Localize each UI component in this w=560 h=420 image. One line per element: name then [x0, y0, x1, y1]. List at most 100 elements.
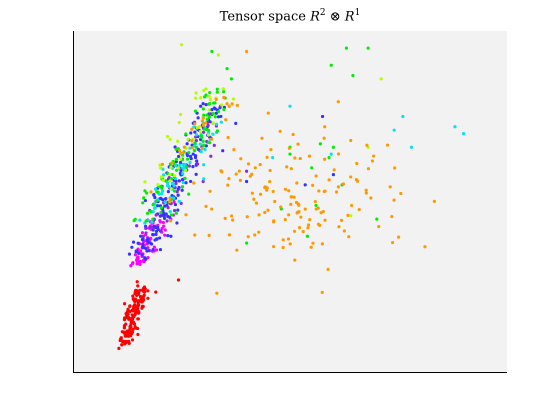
scatter-point	[165, 134, 170, 139]
scatter-point	[184, 132, 188, 136]
scatter-point	[204, 103, 208, 107]
scatter-point	[313, 200, 317, 204]
scatter-point	[309, 245, 313, 249]
scatter-point	[215, 87, 219, 91]
scatter-point	[152, 224, 156, 228]
scatter-point	[364, 191, 368, 195]
scatter-point	[130, 338, 135, 342]
scatter-point	[200, 146, 204, 151]
scatter-point	[245, 49, 249, 54]
scatter-point	[285, 165, 289, 169]
scatter-point	[210, 137, 214, 141]
scatter-point	[281, 238, 285, 242]
scatter-point	[143, 189, 147, 193]
scatter-point	[211, 132, 215, 136]
scatter-point	[162, 211, 166, 216]
scatter-point	[231, 97, 235, 101]
scatter-point	[154, 229, 159, 234]
scatter-point	[139, 295, 143, 299]
scatter-point	[327, 178, 331, 182]
scatter-point	[344, 46, 349, 50]
scatter-point	[364, 188, 368, 192]
scatter-point	[202, 163, 206, 167]
scatter-point	[298, 156, 302, 161]
scatter-point	[169, 165, 173, 169]
scatter-point	[208, 90, 212, 95]
scatter-point	[193, 122, 197, 126]
scatter-point	[142, 196, 146, 200]
scatter-point	[141, 201, 145, 205]
scatter-point	[162, 173, 166, 177]
scatter-point	[253, 166, 257, 170]
scatter-point	[141, 242, 145, 246]
scatter-point	[143, 287, 147, 291]
scatter-point	[135, 280, 139, 284]
scatter-point	[128, 325, 132, 329]
scatter-point	[130, 245, 134, 249]
scatter-point	[266, 208, 270, 212]
scatter-point	[347, 235, 351, 239]
scatter-point	[166, 181, 170, 185]
scatter-point	[453, 125, 457, 129]
scatter-point	[154, 248, 159, 252]
scatter-point	[156, 183, 160, 187]
scatter-point	[329, 63, 333, 67]
scatter-point	[250, 191, 254, 195]
scatter-point	[283, 187, 288, 191]
scatter-point	[215, 291, 219, 295]
scatter-point	[161, 220, 165, 225]
scatter-point	[213, 115, 217, 119]
scatter-point	[303, 207, 307, 211]
scatter-point	[245, 179, 249, 184]
scatter-point	[204, 204, 208, 208]
scatter-point	[388, 185, 392, 189]
scatter-point	[124, 322, 128, 326]
scatter-point	[176, 154, 181, 159]
scatter-point	[186, 137, 190, 141]
scatter-point	[252, 197, 256, 201]
scatter-point	[166, 234, 170, 238]
scatter-point	[205, 117, 209, 121]
scatter-point	[126, 307, 130, 311]
scatter-point	[174, 160, 178, 164]
scatter-point	[178, 171, 182, 176]
scatter-point	[272, 219, 276, 223]
scatter-point	[153, 187, 158, 191]
scatter-point	[260, 136, 264, 140]
scatter-point	[169, 234, 173, 238]
scatter-point	[141, 237, 145, 241]
scatter-point	[149, 209, 153, 214]
scatter-point	[185, 165, 189, 169]
scatter-point	[174, 157, 179, 161]
scatter-point	[202, 127, 206, 131]
scatter-point	[136, 332, 140, 337]
plot-area	[73, 31, 507, 373]
scatter-point	[153, 206, 157, 210]
scatter-point	[357, 207, 361, 212]
scatter-point	[140, 304, 144, 308]
scatter-point	[192, 148, 197, 153]
scatter-point	[226, 135, 230, 140]
scatter-point	[323, 218, 327, 222]
scatter-point	[130, 313, 134, 317]
scatter-point	[212, 101, 216, 105]
scatter-point	[195, 126, 199, 130]
scatter-point	[207, 141, 212, 145]
scatter-point	[141, 296, 145, 301]
scatter-point	[183, 176, 187, 180]
scatter-point	[292, 195, 296, 199]
scatter-point	[161, 189, 165, 193]
scatter-point	[122, 330, 126, 334]
scatter-point	[123, 302, 127, 306]
scatter-point	[195, 162, 200, 166]
scatter-point	[190, 139, 194, 143]
scatter-point	[129, 334, 133, 338]
scatter-point	[184, 168, 188, 172]
scatter-point	[194, 139, 198, 143]
scatter-point	[351, 73, 355, 78]
scatter-point	[269, 148, 273, 152]
scatter-point	[151, 217, 155, 221]
scatter-point	[152, 245, 156, 249]
scatter-point	[311, 241, 315, 245]
scatter-point	[238, 178, 243, 183]
